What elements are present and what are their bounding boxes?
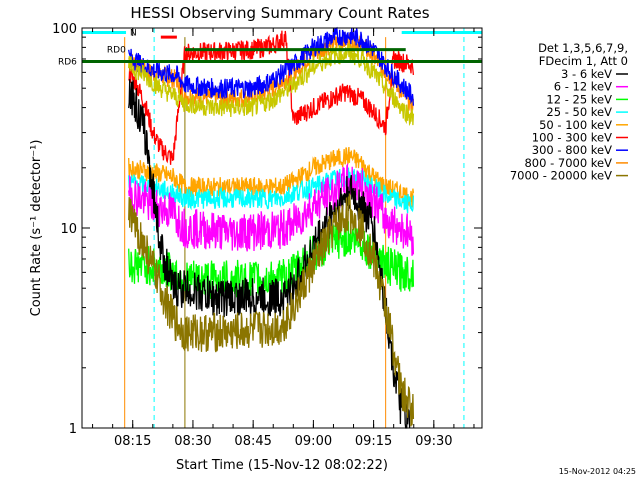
x-tick-label: 08:30: [174, 434, 211, 449]
legend-label: 50 - 100 keV: [539, 118, 612, 132]
legend-label: 800 - 7000 keV: [524, 156, 612, 170]
x-tick-label: 09:30: [415, 434, 452, 449]
timestamp: 15-Nov-2012 04:25: [559, 467, 636, 476]
series-line: [128, 30, 415, 165]
legend-label: 3 - 6 keV: [561, 67, 612, 81]
legend: Det 1,3,5,6,7,9,FDecim 1, Att 03 - 6 keV…: [510, 41, 628, 183]
legend-label: 25 - 50 keV: [546, 105, 612, 119]
x-tick-label: 09:00: [295, 434, 332, 449]
series-line: [128, 43, 415, 127]
legend-header: Det 1,3,5,6,7,9,: [538, 41, 628, 55]
legend-label: 12 - 25 keV: [546, 92, 612, 106]
series-line: [128, 79, 411, 429]
chart-title: HESSI Observing Summary Count Rates: [130, 4, 429, 22]
axis-ticks: 08:15 08:30 08:45 09:00 09:15 09:30 1 10 100: [52, 22, 482, 449]
legend-label: 6 - 12 keV: [554, 80, 612, 94]
x-tick-label: 08:15: [114, 434, 151, 449]
series-line: [128, 193, 415, 427]
x-tick-label: 09:15: [355, 434, 392, 449]
y-tick-label: 100: [52, 22, 77, 37]
series-line: [128, 167, 415, 214]
series-line: [128, 162, 415, 256]
y-tick-label: 10: [60, 222, 77, 237]
flag-label: RD0: [107, 46, 126, 56]
legend-label: 100 - 300 keV: [532, 131, 612, 145]
flag-label: N: [130, 28, 137, 38]
legend-header: FDecim 1, Att 0: [539, 54, 628, 68]
legend-label: 300 - 800 keV: [532, 143, 612, 157]
x-axis-label: Start Time (15-Nov-12 08:02:22): [176, 458, 388, 473]
x-tick-label: 08:45: [234, 434, 271, 449]
flag-label: RD6: [58, 57, 77, 67]
y-tick-label: 1: [69, 422, 77, 437]
y-axis-label: Count Rate (s⁻¹ detector⁻¹): [29, 140, 44, 317]
legend-label: 7000 - 20000 keV: [510, 169, 612, 183]
series-line: [128, 26, 415, 106]
plot-area: N RD0 RD6: [58, 26, 482, 429]
